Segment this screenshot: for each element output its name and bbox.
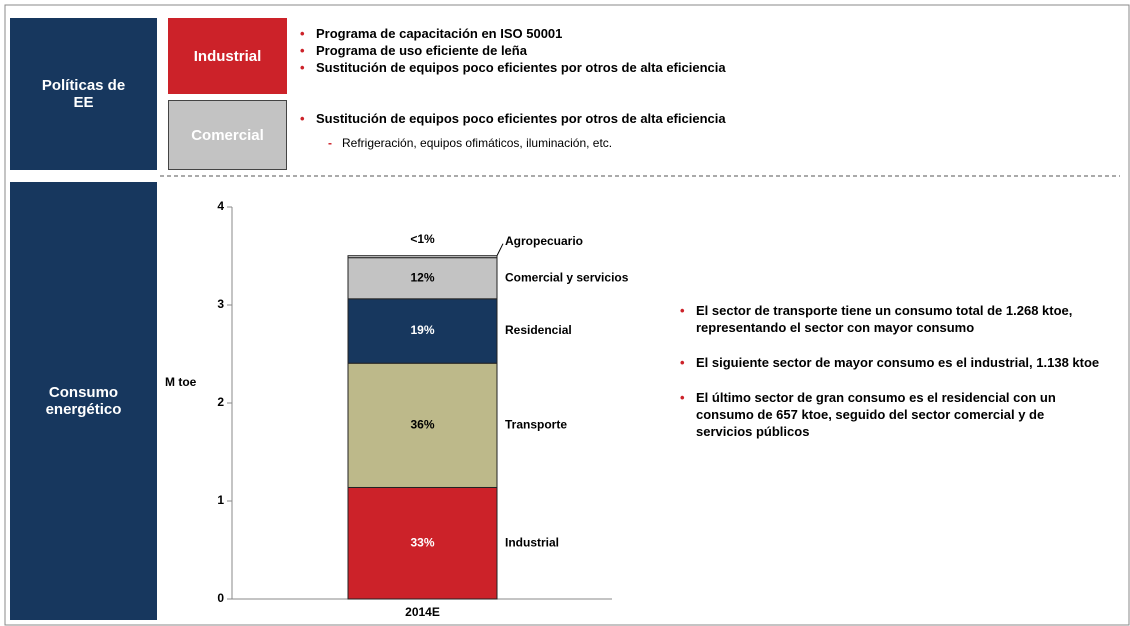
share-label: <1% bbox=[410, 232, 435, 246]
note: El último sector de gran consumo es el r… bbox=[680, 389, 1100, 440]
leader-line bbox=[496, 243, 504, 256]
segment-label: Comercial y servicios bbox=[505, 270, 629, 284]
policy-list: Sustitución de equipos poco eficientes p… bbox=[300, 110, 726, 153]
section-label: Consumo energético bbox=[10, 182, 157, 620]
segment-label: Industrial bbox=[505, 535, 559, 549]
y-axis-label: M toe bbox=[165, 375, 197, 389]
x-tick-label: 2014E bbox=[405, 605, 440, 619]
sector-tag: Comercial bbox=[168, 100, 287, 170]
share-label: 36% bbox=[410, 418, 434, 432]
bar-segment bbox=[347, 298, 498, 364]
note: El siguiente sector de mayor consumo es … bbox=[680, 354, 1100, 371]
notes: El sector de transporte tiene un consumo… bbox=[680, 302, 1100, 458]
policy-item: Sustitución de equipos poco eficientes p… bbox=[300, 59, 726, 76]
y-tick-label: 4 bbox=[217, 199, 224, 213]
bar-segment bbox=[347, 362, 498, 488]
y-tick-label: 3 bbox=[217, 297, 224, 311]
policy-item: Programa de uso eficiente de leña bbox=[300, 42, 726, 59]
share-label: 33% bbox=[410, 535, 434, 549]
section-text: Políticas de EE bbox=[41, 77, 126, 111]
segment-label: Agropecuario bbox=[505, 234, 583, 248]
section-text: Consumo energético bbox=[45, 384, 122, 418]
bar-segment bbox=[347, 255, 498, 259]
sector-tag: Industrial bbox=[168, 18, 287, 94]
segment-label: Residencial bbox=[505, 323, 572, 337]
section-label: Políticas de EE bbox=[10, 18, 157, 170]
y-tick-label: 1 bbox=[217, 493, 224, 507]
segment-label: Transporte bbox=[505, 418, 567, 432]
policy-list: Programa de capacitación en ISO 50001 Pr… bbox=[300, 25, 726, 76]
policy-subitem: Refrigeración, equipos ofimáticos, ilumi… bbox=[300, 133, 726, 153]
note: El sector de transporte tiene un consumo… bbox=[680, 302, 1100, 336]
bar-segment bbox=[347, 486, 498, 600]
y-tick-label: 2 bbox=[217, 395, 224, 409]
policy-item: Programa de capacitación en ISO 50001 bbox=[300, 25, 726, 42]
policy-item: Sustitución de equipos poco eficientes p… bbox=[300, 110, 726, 127]
frame bbox=[4, 4, 1130, 626]
share-label: 19% bbox=[410, 323, 434, 337]
y-tick-label: 0 bbox=[217, 591, 224, 605]
share-label: 12% bbox=[410, 270, 434, 284]
